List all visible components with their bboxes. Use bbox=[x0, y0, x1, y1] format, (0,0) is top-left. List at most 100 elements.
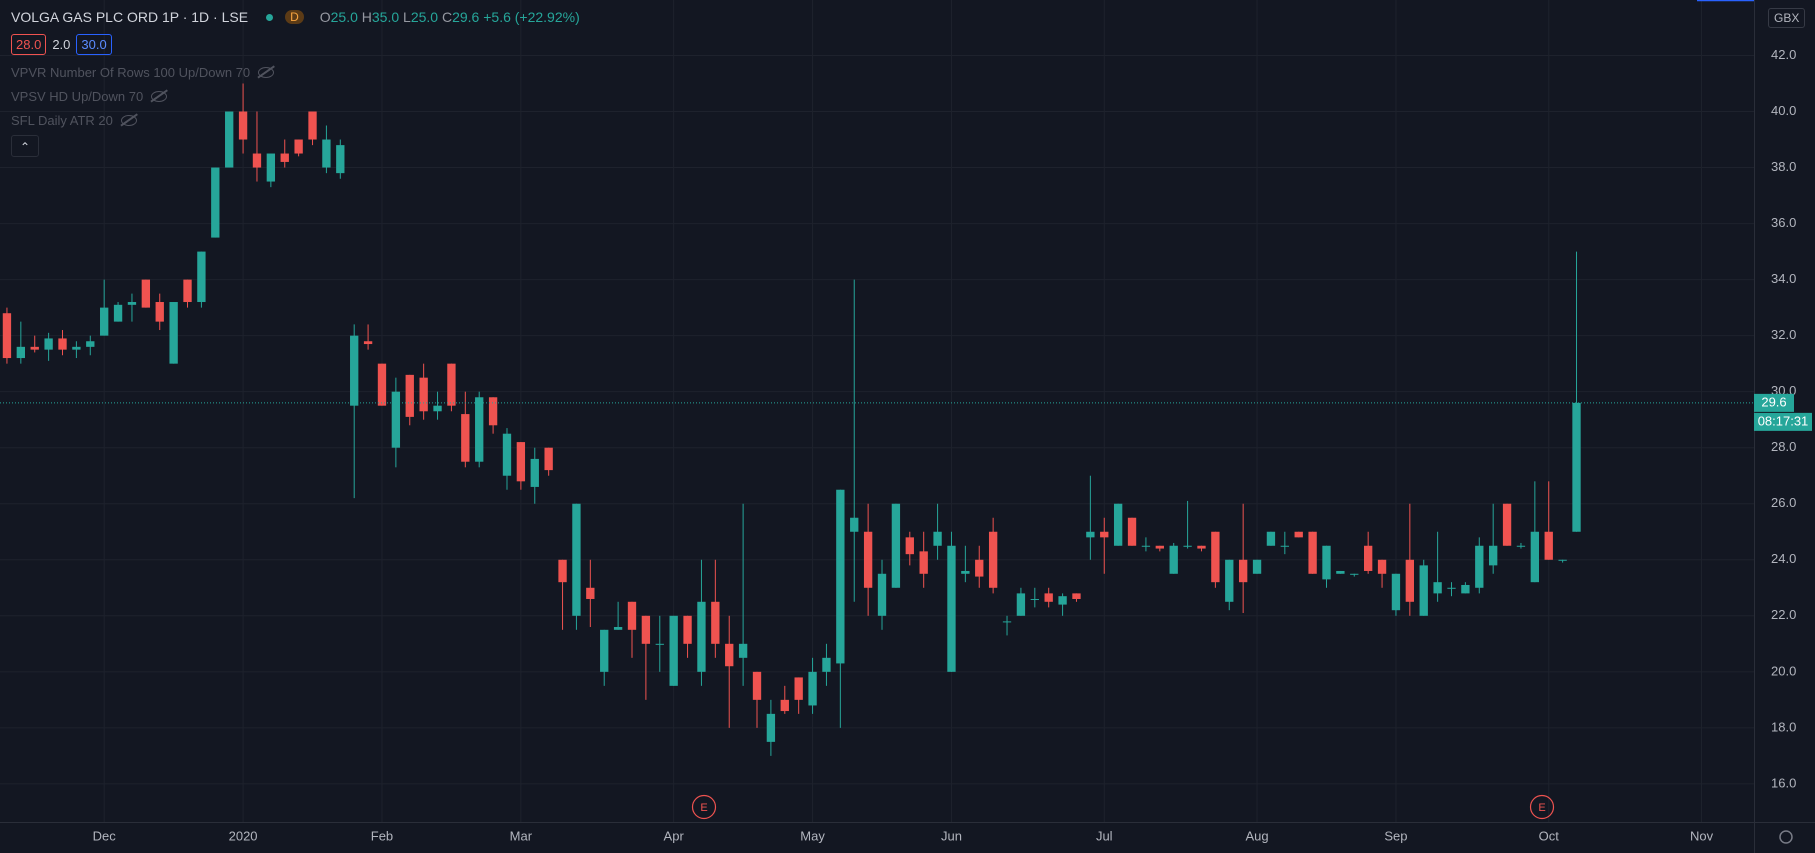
x-tick-label: Sep bbox=[1384, 828, 1407, 843]
candle-body bbox=[1225, 559, 1234, 602]
x-tick-label: Dec bbox=[93, 828, 117, 843]
collapse-button[interactable]: ⌃ bbox=[11, 135, 39, 157]
candle-body bbox=[669, 615, 678, 686]
candle-body bbox=[1072, 593, 1081, 599]
badge: D bbox=[285, 10, 304, 24]
currency-button[interactable]: GBX bbox=[1768, 8, 1806, 28]
symbol: VOLGA GAS PLC ORD 1P · 1D · LSE bbox=[11, 9, 249, 25]
x-tick-label: Apr bbox=[664, 828, 685, 843]
candle-body bbox=[30, 346, 39, 350]
candle-body bbox=[627, 601, 637, 630]
candle-body bbox=[44, 338, 53, 350]
candle-body bbox=[1461, 584, 1470, 594]
candle-body bbox=[100, 307, 109, 336]
candle-body bbox=[461, 414, 470, 462]
candle-body bbox=[350, 335, 359, 406]
candle-body bbox=[808, 671, 817, 706]
candle-body bbox=[252, 153, 262, 168]
y-tick-label: 28.0 bbox=[1771, 439, 1796, 454]
candle-body bbox=[1516, 545, 1526, 547]
hidden-icon bbox=[151, 91, 168, 102]
y-tick-label: 22.0 bbox=[1771, 607, 1796, 622]
candle-body bbox=[1058, 596, 1067, 605]
indicator[interactable]: SFL Daily ATR 20 bbox=[11, 113, 137, 128]
bid[interactable]: 28.0 bbox=[11, 34, 47, 55]
countdown-bg bbox=[1754, 412, 1812, 431]
candle-body bbox=[947, 545, 956, 672]
candle-body bbox=[738, 643, 748, 658]
candle-body bbox=[363, 341, 373, 345]
candle-body bbox=[1530, 531, 1540, 583]
candle-body bbox=[86, 341, 95, 347]
candle-body bbox=[975, 559, 984, 577]
event-marker[interactable]: E bbox=[1529, 794, 1555, 820]
indicator[interactable]: VPVR Number Of Rows 100 Up/Down 70 bbox=[11, 65, 275, 80]
candle-body bbox=[225, 111, 234, 168]
candle-body bbox=[1336, 570, 1345, 574]
candle-body bbox=[1377, 559, 1387, 574]
candle-body bbox=[405, 374, 414, 417]
ohlc-value: 25.0 bbox=[330, 9, 358, 25]
settings-icon[interactable] bbox=[1779, 830, 1793, 844]
candle-body bbox=[308, 111, 317, 140]
ohlc-key: L bbox=[403, 9, 411, 25]
candle-body bbox=[530, 458, 539, 487]
candle-body bbox=[1002, 621, 1012, 623]
candle-body bbox=[433, 405, 442, 412]
y-tick-label: 38.0 bbox=[1771, 159, 1796, 174]
countdown: 08:17:31 bbox=[1758, 413, 1809, 428]
candle-body bbox=[1544, 531, 1553, 560]
candle-body bbox=[419, 377, 428, 412]
indicator[interactable]: VPSV HD Up/Down 70 bbox=[11, 89, 168, 104]
candle-body bbox=[155, 302, 164, 322]
indicator-label: VPVR Number Of Rows 100 Up/Down 70 bbox=[11, 65, 251, 80]
spread: 2.0 bbox=[52, 37, 71, 52]
event-marker[interactable]: E bbox=[691, 794, 717, 820]
legend: VOLGA GAS PLC ORD 1P · 1D · LSE D O25.0 … bbox=[11, 9, 580, 25]
candle-body bbox=[683, 615, 692, 644]
candle-body bbox=[641, 615, 651, 644]
candle-body bbox=[391, 391, 401, 448]
grid bbox=[0, 0, 1754, 822]
candle-body bbox=[711, 601, 720, 644]
candle-body bbox=[891, 503, 901, 588]
candle-body bbox=[863, 531, 873, 588]
price-label: 29.6 bbox=[1761, 394, 1786, 409]
candle-body bbox=[613, 627, 623, 630]
candle-body bbox=[336, 145, 345, 174]
candle-body bbox=[600, 629, 609, 672]
candle-body bbox=[197, 251, 206, 303]
y-tick-label: 32.0 bbox=[1771, 327, 1796, 342]
candle-body bbox=[780, 699, 789, 712]
candle-body bbox=[1308, 531, 1317, 574]
candle-body bbox=[183, 279, 192, 303]
candle-body bbox=[919, 551, 928, 574]
x-tick-label: Jun bbox=[941, 828, 962, 843]
candle-body bbox=[586, 587, 595, 599]
candle-body bbox=[72, 346, 81, 350]
candle-body bbox=[961, 570, 970, 574]
candle-body bbox=[1405, 559, 1415, 602]
candle-body bbox=[211, 167, 220, 238]
candle-body bbox=[127, 302, 137, 305]
candle-body bbox=[1197, 545, 1206, 549]
candle-body bbox=[1127, 517, 1137, 546]
candle-body bbox=[933, 531, 942, 546]
candle-body bbox=[822, 657, 831, 672]
candle-body bbox=[377, 363, 387, 406]
candle-body bbox=[905, 537, 914, 555]
candle-body bbox=[113, 304, 123, 322]
y-tick-label: 24.0 bbox=[1771, 551, 1796, 566]
candle-body bbox=[169, 302, 178, 364]
y-tick-label: 36.0 bbox=[1771, 215, 1796, 230]
change: +5.6 (+22.92%) bbox=[483, 9, 580, 25]
candle-body bbox=[1350, 573, 1359, 575]
candle-body bbox=[1475, 545, 1484, 588]
hidden-icon bbox=[120, 115, 137, 126]
candle-body bbox=[988, 531, 998, 588]
ask[interactable]: 30.0 bbox=[76, 34, 112, 55]
y-tick-label: 26.0 bbox=[1771, 495, 1796, 510]
candle-body bbox=[1391, 573, 1401, 611]
ohlc: O25.0 H35.0 L25.0 C29.6 +5.6 (+22.92%) bbox=[320, 9, 580, 25]
